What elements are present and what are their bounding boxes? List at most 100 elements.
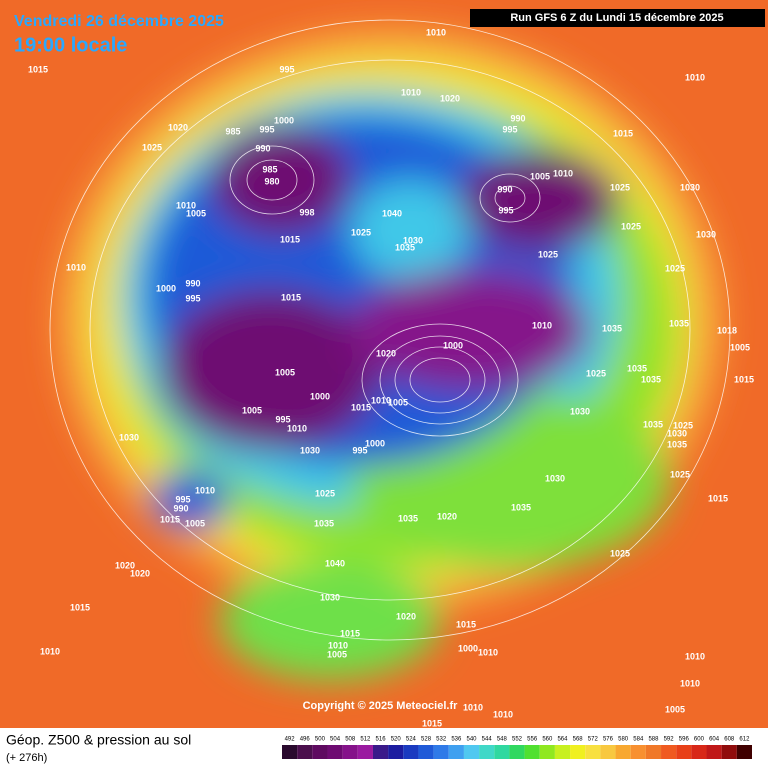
isobar-label: 1000 <box>458 643 478 653</box>
colorbar-label: 536 <box>451 737 462 743</box>
colorbar-swatch <box>372 745 389 759</box>
isobar-label: 1010 <box>176 200 196 210</box>
isobar-label: 1010 <box>401 87 421 97</box>
colorbar-swatch <box>357 745 373 759</box>
colorbar-label: 608 <box>724 737 735 743</box>
isobar-label: 1010 <box>532 320 552 330</box>
colorbar-label: 564 <box>557 737 568 743</box>
isobar-label: 1005 <box>388 397 408 407</box>
colorbar-label: 560 <box>542 737 553 743</box>
isobar-label: 1000 <box>443 340 463 350</box>
isobar-label: 1015 <box>734 374 754 384</box>
isobar-label: 1010 <box>66 262 86 272</box>
isobar-label: 1030 <box>696 229 716 239</box>
isobar-label: 1010 <box>328 640 348 650</box>
isobar-label: 1025 <box>665 263 685 273</box>
isobar-label: 990 <box>255 143 270 153</box>
colorbar-swatch <box>661 745 677 759</box>
colorbar-label: 580 <box>618 737 629 743</box>
isobar-label: 1010 <box>685 651 705 661</box>
colorbar-swatch <box>433 745 449 759</box>
isobar-label: 1035 <box>667 439 687 449</box>
isobar-label: 1005 <box>186 208 206 218</box>
colorbar-label: 540 <box>467 737 478 743</box>
colorbar-swatch <box>539 745 555 759</box>
isobar-label: 1020 <box>396 611 416 621</box>
isobar-label: 1005 <box>242 405 262 415</box>
colorbar-label: 596 <box>679 737 690 743</box>
isobar-label: 1010 <box>287 423 307 433</box>
colorbar-label: 584 <box>633 737 644 743</box>
isobar-label: 1010 <box>195 485 215 495</box>
isobar-label: 998 <box>299 207 314 217</box>
isobar-label: 1035 <box>669 318 689 328</box>
colorbar-swatch <box>630 745 646 759</box>
isobar-label: 1015 <box>708 493 728 503</box>
isobar-label: 1010 <box>478 647 498 657</box>
isobar-label: 1030 <box>545 473 565 483</box>
colorbar: 492 496 500 504 508 512 516 520 524 528 532 536 540 5… <box>282 737 752 759</box>
run-info: Run GFS 6 Z du Lundi 15 décembre 2025 <box>510 12 723 24</box>
isobar-label: 1025 <box>351 227 371 237</box>
isobar-label: 1035 <box>641 374 661 384</box>
colorbar-swatch <box>676 745 692 759</box>
isobar-label: 1000 <box>310 391 330 401</box>
isobar-label: 1040 <box>382 208 402 218</box>
colorbar-label: 556 <box>527 737 538 743</box>
isobar-label: 1020 <box>168 122 188 132</box>
isobar-label: 1035 <box>627 363 647 373</box>
colorbar-swatch <box>403 745 419 759</box>
isobar-label: 1018 <box>717 325 737 335</box>
isobar-label: 1005 <box>530 171 550 181</box>
isobar-label: 1035 <box>395 242 415 252</box>
isobar-label: 1015 <box>281 292 301 302</box>
colorbar-swatch <box>554 745 571 759</box>
copyright: Copyright © 2025 Meteociel.fr <box>303 700 459 712</box>
isobar-label: 1015 <box>456 619 476 629</box>
map: Run GFS 6 Z du Lundi 15 décembre 2025 Ve… <box>0 0 768 728</box>
colorbar-label: 552 <box>512 737 523 743</box>
colorbar-swatch <box>615 745 631 759</box>
isobar-label: 1000 <box>156 283 176 293</box>
isobar-label: 1015 <box>280 234 300 244</box>
colorbar-label: 592 <box>664 737 675 743</box>
isobar-label: 1025 <box>673 420 693 430</box>
isobar-label: 1040 <box>325 558 345 568</box>
isobar-label: 1030 <box>680 182 700 192</box>
colorbar-swatch <box>388 745 404 759</box>
isobar-label: 995 <box>259 124 274 134</box>
isobar-label: 1015 <box>613 128 633 138</box>
isobar-label: 995 <box>275 414 290 424</box>
colorbar-swatch <box>645 745 662 759</box>
isobar-label: 1015 <box>351 402 371 412</box>
isobar-label: 1030 <box>570 406 590 416</box>
colorbar-swatch <box>736 745 752 759</box>
isobar-label: 1010 <box>553 168 573 178</box>
isobar-label: 990 <box>173 503 188 513</box>
product-title: Géop. Z500 & pression au sol <box>6 732 191 748</box>
isobar-label: 1020 <box>440 93 460 103</box>
isobar-label: 995 <box>502 124 517 134</box>
colorbar-label: 572 <box>588 737 599 743</box>
forecast-lead: (+ 276h) <box>6 752 47 764</box>
isobar-label: 1015 <box>340 628 360 638</box>
colorbar-swatch <box>463 745 480 759</box>
colorbar-swatch <box>342 745 358 759</box>
isobar-label: 1000 <box>365 438 385 448</box>
run-banner <box>470 9 765 27</box>
colorbar-swatch <box>312 745 328 759</box>
isobar-label: 1020 <box>115 560 135 570</box>
colorbar-swatch <box>327 745 343 759</box>
isobar-label: 1030 <box>300 445 320 455</box>
colorbar-label: 500 <box>315 737 326 743</box>
isobar-label: 1035 <box>511 502 531 512</box>
isobar-label: 1035 <box>643 419 663 429</box>
colorbar-swatch <box>297 745 313 759</box>
colorbar-label: 576 <box>603 737 614 743</box>
isobar-label: 1005 <box>665 704 685 714</box>
isobar-label: 1015 <box>160 514 180 524</box>
colorbar-swatch <box>479 745 495 759</box>
isobar-label: 1030 <box>403 235 423 245</box>
colorbar-swatch <box>691 745 707 759</box>
